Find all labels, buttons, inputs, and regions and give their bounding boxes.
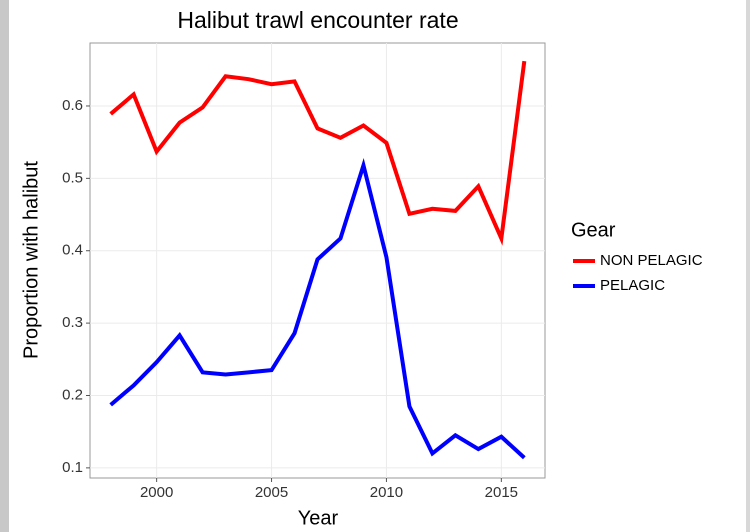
x-tick-label: 2015: [485, 484, 518, 501]
y-tick-label: 0.5: [62, 169, 83, 186]
legend-title: Gear: [571, 219, 616, 241]
y-tick-label: 0.4: [62, 242, 83, 259]
series-line: [109, 60, 527, 246]
series-line: [109, 157, 526, 460]
x-tick-label: 2000: [140, 484, 173, 501]
x-tick-label: 2005: [255, 484, 288, 501]
legend-label: PELAGIC: [600, 277, 665, 294]
left-strip: [0, 0, 9, 532]
chart-title: Halibut trawl encounter rate: [177, 7, 458, 33]
y-tick-label: 0.3: [62, 314, 83, 331]
y-tick-label: 0.1: [62, 459, 83, 476]
x-tick-label: 2010: [370, 484, 403, 501]
y-axis-label: Proportion with halibut: [20, 161, 42, 359]
right-strip: [746, 0, 750, 532]
x-axis-label: Year: [298, 507, 339, 529]
legend-label: NON PELAGIC: [600, 252, 703, 269]
y-tick-label: 0.6: [62, 97, 83, 114]
y-tick-label: 0.2: [62, 386, 83, 403]
